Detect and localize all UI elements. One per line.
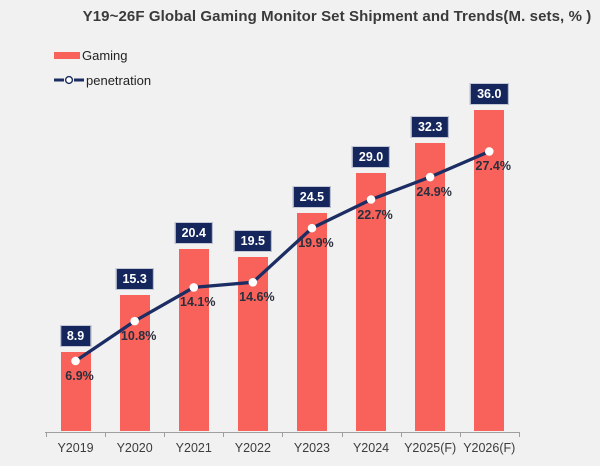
x-axis-label-Y2020: Y2020	[116, 440, 153, 455]
x-axis-tick	[518, 431, 520, 437]
penetration-point-Y2024	[366, 195, 376, 204]
gaming-bar-Y2021	[178, 249, 209, 432]
x-axis-tick	[341, 431, 343, 437]
x-axis-label-Y2023: Y2023	[293, 440, 331, 455]
penetration-pct-label-Y2024: 22.7%	[357, 207, 393, 222]
chart-title: Y19~26F Global Gaming Monitor Set Shipme…	[82, 8, 592, 25]
gaming-bar-Y2024	[356, 172, 387, 432]
penetration-point-Y2025(F)	[425, 172, 435, 182]
penetration-pct-label-Y2019: 6.9%	[65, 368, 94, 383]
penetration-pct-label-Y2026(F): 27.4%	[475, 159, 511, 174]
legend-label-gaming: Gaming	[82, 47, 128, 63]
penetration-point-Y2019	[71, 356, 80, 366]
gaming-swatch-icon	[54, 51, 80, 59]
legend: Gaming penetration	[54, 47, 151, 97]
penetration-point-Y2023	[307, 223, 317, 233]
x-axis-label-Y2019: Y2019	[57, 440, 94, 455]
bar-value-badge-Y2022: 19.5	[233, 230, 273, 253]
x-axis-label-Y2021: Y2021	[175, 440, 212, 455]
x-axis-tick	[46, 431, 47, 437]
x-axis-label-Y2024: Y2024	[352, 440, 390, 455]
penetration-pct-label-Y2025(F): 24.9%	[416, 185, 452, 200]
penetration-point-Y2026(F)	[484, 147, 494, 156]
penetration-pct-label-Y2022: 14.6%	[239, 290, 275, 305]
x-axis-label-Y2025(F): Y2025(F)	[404, 440, 457, 455]
penetration-pct-label-Y2020: 10.8%	[120, 329, 157, 344]
x-axis-label-Y2022: Y2022	[234, 440, 271, 455]
bar-value-badge-Y2024: 29.0	[351, 145, 391, 168]
bar-value-badge-Y2021: 20.4	[174, 222, 213, 245]
bar-value-badge-Y2023: 24.5	[292, 185, 332, 208]
bar-value-badge-Y2026(F): 36.0	[470, 83, 509, 106]
bar-value-badge-Y2020: 15.3	[115, 267, 154, 290]
bar-value-badge-Y2025(F): 32.3	[410, 116, 450, 139]
x-axis-tick	[223, 431, 225, 437]
bar-value-badge-Y2019: 8.9	[59, 325, 92, 348]
penetration-pct-label-Y2021: 14.1%	[180, 295, 216, 310]
x-axis-label-Y2026(F): Y2026(F)	[463, 440, 516, 455]
penetration-pct-label-Y2023: 19.9%	[298, 236, 334, 251]
x-axis-tick	[164, 431, 166, 437]
penetration-point-Y2020	[130, 316, 139, 326]
gaming-bar-Y2023	[296, 212, 327, 432]
gaming-bar-Y2026(F)	[474, 110, 505, 432]
penetration-swatch-icon	[54, 75, 84, 85]
penetration-line	[74, 149, 490, 363]
penetration-point-Y2022	[248, 277, 258, 287]
legend-label-penetration: penetration	[86, 72, 152, 88]
x-axis-tick	[105, 431, 107, 437]
legend-item-gaming: Gaming	[54, 47, 151, 63]
penetration-point-Y2021	[189, 283, 199, 292]
x-axis-tick	[400, 431, 402, 437]
x-axis-tick	[459, 431, 461, 437]
x-axis-tick	[282, 431, 284, 437]
legend-item-penetration: penetration	[54, 72, 151, 88]
gaming-bar-Y2025(F)	[415, 143, 446, 432]
